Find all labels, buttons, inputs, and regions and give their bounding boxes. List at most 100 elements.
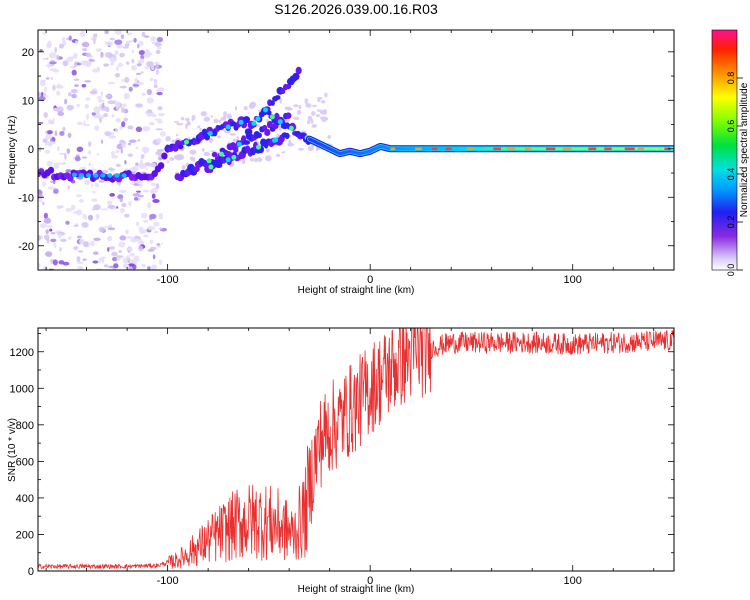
noise-speckle <box>129 252 135 257</box>
noise-speckle <box>135 72 142 75</box>
noise-speckle <box>44 86 48 93</box>
noise-speckle <box>132 264 137 270</box>
noise-speckle <box>62 60 69 67</box>
noise-speckle <box>249 157 255 162</box>
noise-speckle <box>125 229 129 235</box>
noise-speckle <box>317 96 323 100</box>
noise-speckle <box>136 63 142 67</box>
noise-speckle <box>130 237 138 243</box>
noise-speckle <box>52 179 56 184</box>
branch-blob <box>178 144 184 150</box>
noise-speckle <box>152 254 156 260</box>
noise-speckle <box>96 218 99 221</box>
noise-speckle <box>99 117 102 123</box>
noise-speckle <box>57 111 64 117</box>
noise-speckle <box>42 180 46 188</box>
noise-speckle <box>73 61 78 68</box>
colorbar-tick-label: 0.2 <box>726 216 736 229</box>
noise-speckle <box>115 128 118 133</box>
noise-speckle <box>156 148 165 152</box>
x-tick-label: 100 <box>564 274 582 286</box>
noise-speckle <box>119 125 123 130</box>
noise-speckle <box>153 84 158 89</box>
noise-speckle <box>127 153 133 157</box>
noise-speckle <box>199 127 202 132</box>
noise-speckle <box>116 66 119 72</box>
x-tick-label: -100 <box>157 274 179 286</box>
noise-speckle <box>143 234 149 238</box>
noise-speckle <box>111 251 118 257</box>
noise-speckle <box>103 63 109 67</box>
noise-speckle <box>56 83 62 89</box>
noise-speckle <box>93 38 96 45</box>
noise-speckle <box>50 180 54 183</box>
noise-speckle <box>144 49 150 54</box>
noise-speckle <box>210 115 213 118</box>
y-tick-label: 1000 <box>10 383 34 395</box>
noise-speckle <box>124 43 130 47</box>
noise-speckle <box>112 256 118 262</box>
colorbar-tick-label: 0.8 <box>726 72 736 85</box>
noise-speckle <box>45 251 53 257</box>
noise-speckle <box>56 205 63 210</box>
noise-speckle <box>129 40 134 43</box>
noise-speckle <box>139 58 145 64</box>
noise-speckle <box>38 96 46 101</box>
noise-speckle <box>312 104 317 107</box>
noise-speckle <box>92 115 100 119</box>
noise-speckle <box>114 101 121 108</box>
noise-speckle <box>157 87 165 92</box>
noise-speckle <box>222 115 227 121</box>
noise-speckle <box>124 160 127 165</box>
noise-speckle <box>38 263 41 269</box>
band-peak <box>121 173 127 178</box>
noise-speckle <box>76 266 84 270</box>
y-tick-label: 20 <box>22 47 34 59</box>
noise-speckles <box>38 30 333 270</box>
branch-peak <box>238 119 244 125</box>
noise-speckle <box>307 146 314 152</box>
noise-speckle <box>96 96 102 100</box>
noise-speckle <box>186 121 191 126</box>
noise-speckle <box>109 56 118 63</box>
noise-speckle <box>109 37 116 41</box>
noise-speckle <box>107 100 116 105</box>
noise-speckle <box>173 120 179 123</box>
branch-peak <box>206 158 212 164</box>
band-peak <box>78 173 85 178</box>
noise-speckle <box>146 61 154 67</box>
noise-speckle <box>38 235 41 241</box>
noise-speckle <box>43 112 48 118</box>
noise-speckle <box>137 80 140 83</box>
noise-speckle <box>97 99 105 103</box>
noise-speckle <box>47 186 56 190</box>
noise-speckle <box>44 150 51 154</box>
noise-speckle <box>91 183 94 188</box>
noise-speckle <box>165 136 171 142</box>
noise-speckle <box>155 183 160 189</box>
branch-peak <box>231 154 237 160</box>
noise-speckle <box>118 250 122 253</box>
noise-speckle <box>151 113 157 118</box>
noise-speckle <box>316 109 322 112</box>
noise-speckle <box>116 255 124 258</box>
noise-speckle <box>155 128 164 131</box>
noise-speckle <box>119 52 125 58</box>
noise-speckle <box>149 162 157 168</box>
noise-speckle <box>114 30 123 35</box>
noise-speckle <box>276 153 281 157</box>
noise-speckle <box>100 105 108 111</box>
noise-speckle <box>116 206 119 209</box>
snr-frame <box>37 327 675 572</box>
noise-speckle <box>158 157 162 161</box>
noise-speckle <box>93 237 101 241</box>
x-tick-label: 0 <box>367 575 373 587</box>
branch-blob <box>233 146 239 153</box>
noise-speckle <box>67 132 72 138</box>
noise-speckle <box>169 157 175 161</box>
branch-blob <box>244 128 253 136</box>
noise-speckle <box>62 261 70 266</box>
noise-speckle <box>181 148 184 151</box>
y-tick-label: 10 <box>22 95 34 107</box>
